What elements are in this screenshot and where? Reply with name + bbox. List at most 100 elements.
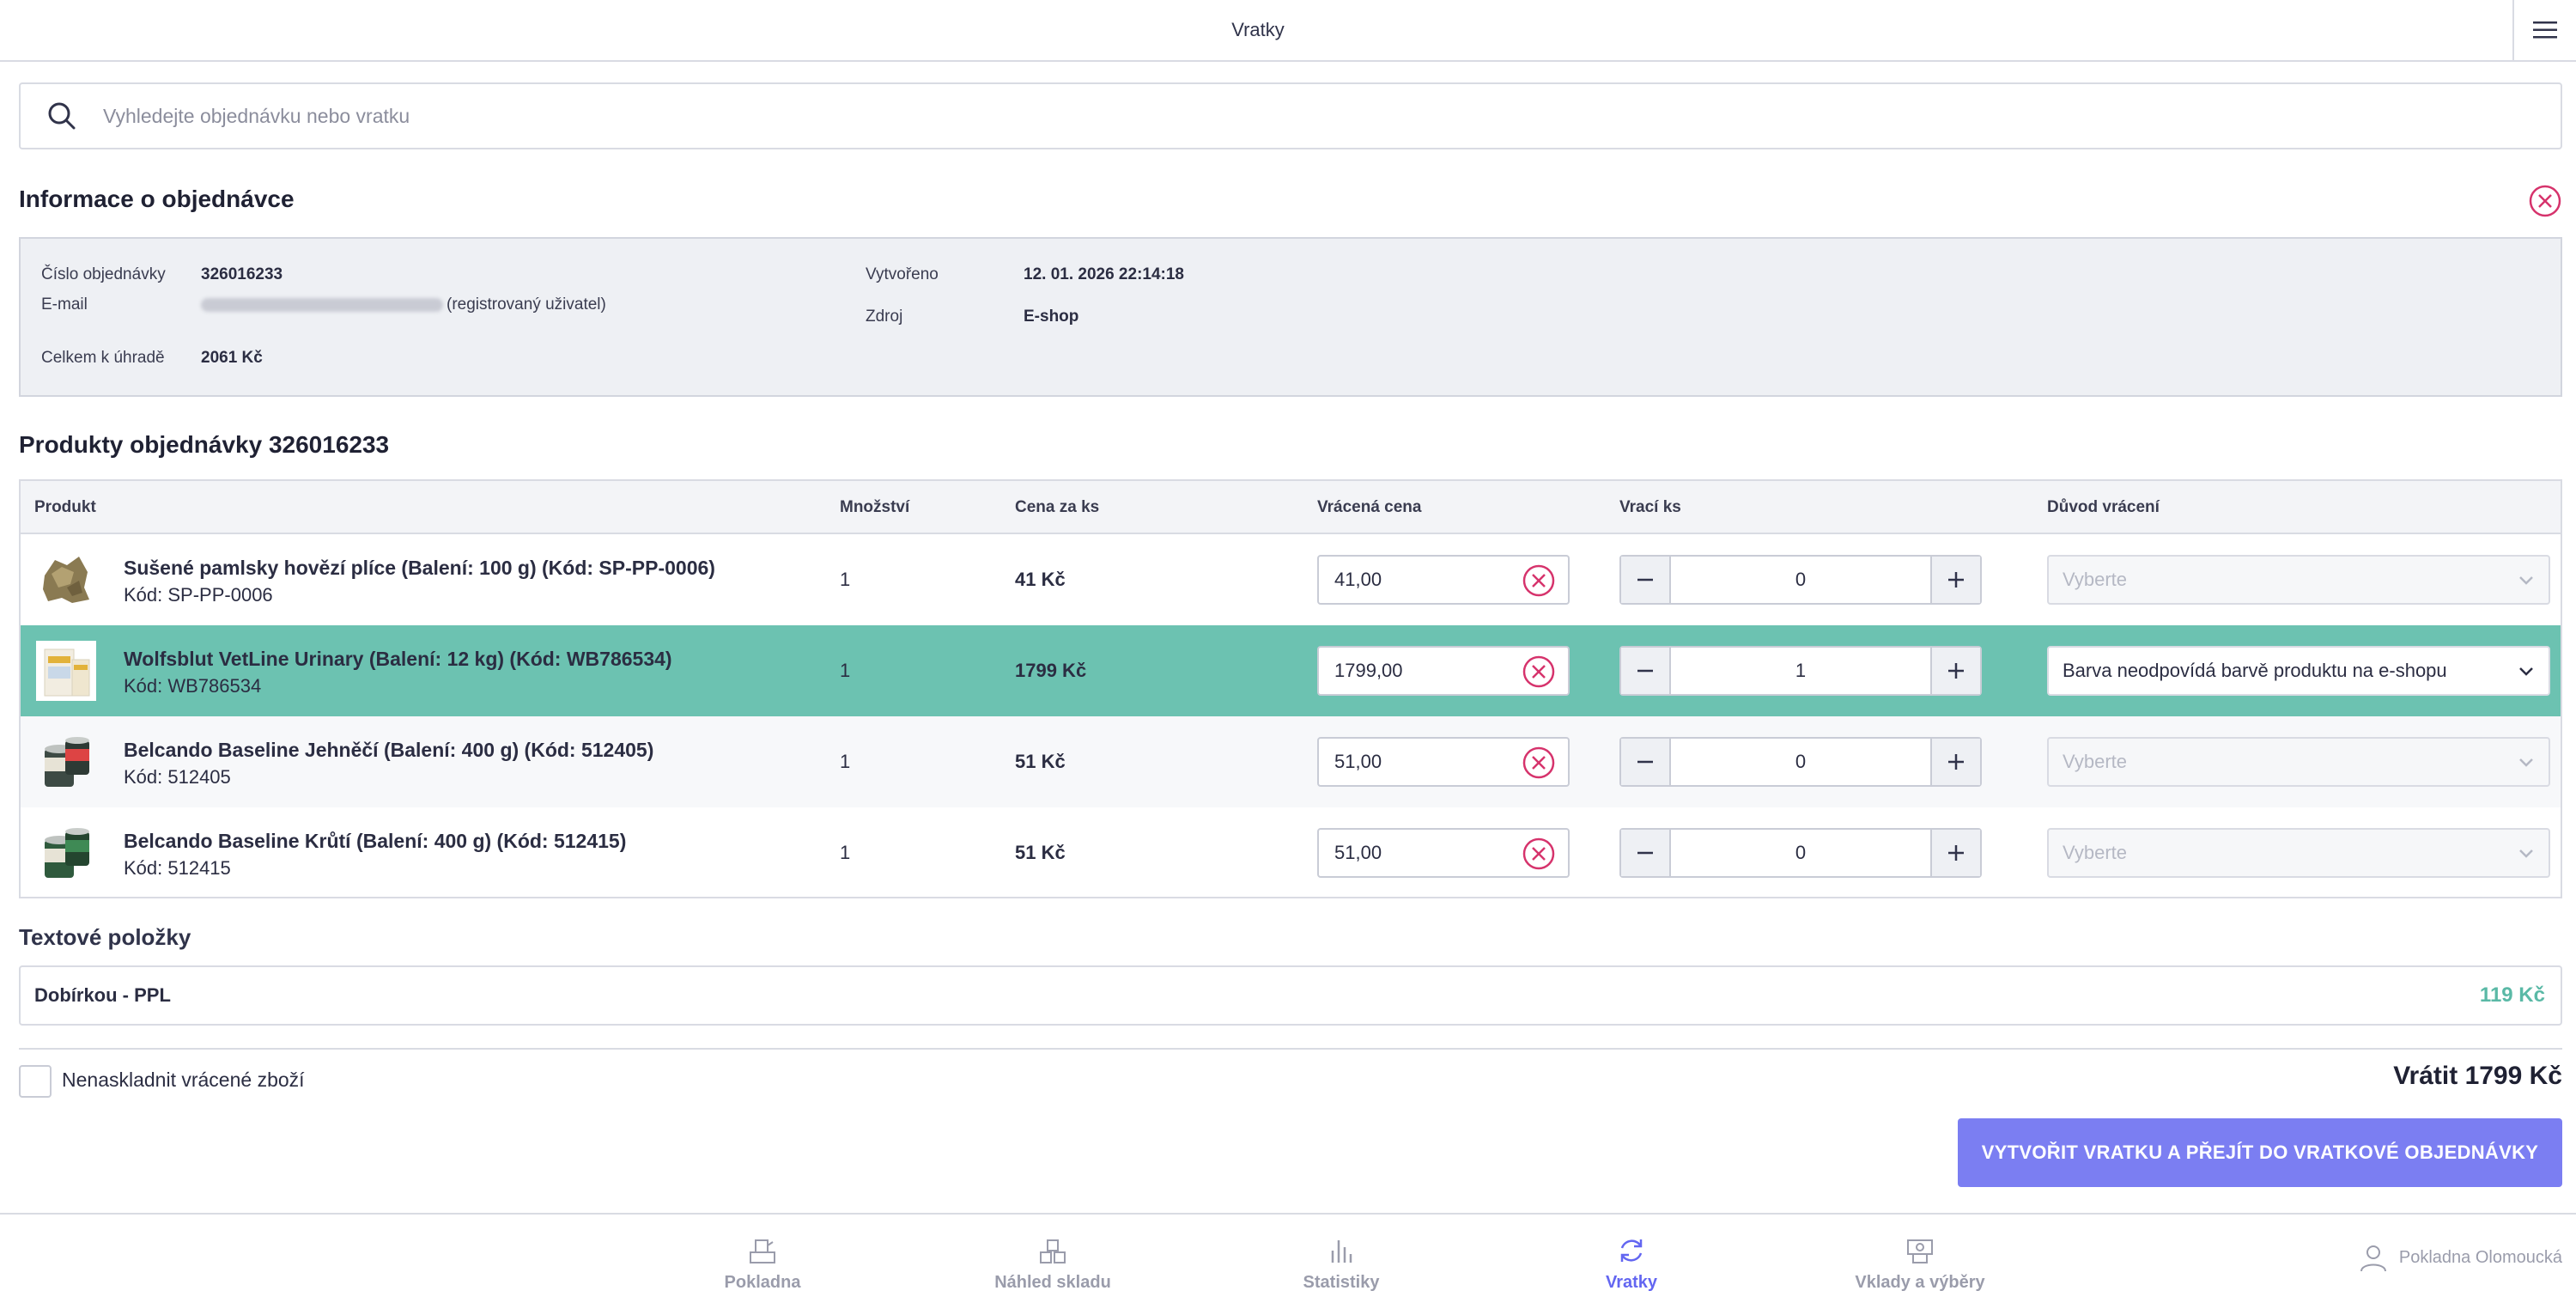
source-value: E-shop: [1024, 307, 1079, 326]
plus-icon: [1948, 663, 1964, 679]
table-header: Produkt Množství Cena za ks Vrácená cena…: [21, 481, 2561, 534]
plus-icon: [1948, 845, 1964, 861]
increment-button[interactable]: [1930, 557, 1980, 603]
reason-value: Vyberte: [2063, 751, 2128, 772]
order-total: 2061 Kč: [201, 349, 263, 367]
reason-select[interactable]: Barva neodpovídá barvě produktu na e-sho…: [2047, 646, 2550, 696]
decrement-button[interactable]: [1621, 830, 1671, 876]
hamburger-icon: [2533, 21, 2557, 39]
menu-button[interactable]: [2512, 0, 2576, 60]
decrement-button[interactable]: [1621, 739, 1671, 785]
bottom-nav: Pokladna Náhled skladu Statistiky Vratky…: [0, 1213, 2576, 1303]
increment-button[interactable]: [1930, 648, 1980, 694]
return-qty-value[interactable]: 0: [1795, 751, 1807, 772]
reason-select[interactable]: Vyberte: [2047, 555, 2550, 605]
product-code: Kód: SP-PP-0006: [124, 584, 273, 606]
close-order-button[interactable]: [2528, 184, 2562, 218]
decrement-button[interactable]: [1621, 557, 1671, 603]
nav-item-pokladna[interactable]: Pokladna: [668, 1233, 857, 1293]
chevron-down-icon: [2519, 667, 2533, 676]
products-table: Produkt Množství Cena za ks Vrácená cena…: [19, 479, 2562, 898]
plus-icon: [1948, 754, 1964, 770]
table-row[interactable]: Belcando Baseline Jehněčí (Balení: 400 g…: [21, 716, 2561, 807]
user-account[interactable]: Pokladna Olomoucká: [2358, 1242, 2562, 1273]
nav-item-vratky[interactable]: Vratky: [1537, 1233, 1726, 1293]
create-return-button[interactable]: VYTVOŘIT VRATKU A PŘEJÍT DO VRATKOVÉ OBJ…: [1958, 1118, 2562, 1187]
stats-icon: [1331, 1240, 1352, 1263]
product-code: Kód: WB786534: [124, 675, 262, 697]
col-unit-price: Cena za ks: [1015, 498, 1100, 516]
product-price: 1799 Kč: [1015, 660, 1087, 681]
product-name: Sušené pamlsky hovězí plíce (Balení: 100…: [124, 557, 715, 579]
nav-label: Statistiky: [1303, 1273, 1380, 1292]
decrement-button[interactable]: [1621, 648, 1671, 694]
nav-label: Náhled skladu: [994, 1273, 1111, 1292]
nav-item-vklady-a-vybery[interactable]: Vklady a výběry: [1826, 1233, 2014, 1293]
top-bar: Vratky: [0, 0, 2576, 62]
nav-label: Vklady a výběry: [1855, 1273, 1985, 1292]
chevron-down-icon: [2519, 849, 2533, 858]
no-restock-checkbox[interactable]: [19, 1065, 52, 1098]
product-quantity: 1: [840, 569, 851, 590]
product-price: 41 Kč: [1015, 569, 1066, 590]
text-item-row: Dobírkou - PPL 119 Kč: [19, 965, 2562, 1026]
return-qty-value[interactable]: 0: [1795, 569, 1807, 590]
clear-icon[interactable]: [1522, 655, 1556, 689]
product-image: [45, 828, 89, 878]
returned-price-field: [1317, 646, 1570, 696]
product-quantity: 1: [840, 660, 851, 681]
product-image: [36, 641, 96, 701]
clear-icon[interactable]: [1522, 563, 1556, 598]
table-row[interactable]: Belcando Baseline Krůtí (Balení: 400 g) …: [21, 807, 2561, 898]
minus-icon: [1637, 851, 1653, 855]
table-row[interactable]: Sušené pamlsky hovězí plíce (Balení: 100…: [21, 534, 2561, 625]
no-restock-label[interactable]: Nenaskladnit vrácené zboží: [62, 1069, 305, 1091]
minus-icon: [1637, 578, 1653, 581]
reason-select[interactable]: Vyberte: [2047, 737, 2550, 787]
nav-label: Vratky: [1605, 1273, 1658, 1292]
nav-item-statistiky[interactable]: Statistiky: [1247, 1233, 1436, 1293]
reason-select[interactable]: Vyberte: [2047, 828, 2550, 878]
product-image: [45, 737, 89, 787]
increment-button[interactable]: [1930, 739, 1980, 785]
table-row-selected[interactable]: Wolfsblut VetLine Urinary (Balení: 12 kg…: [21, 625, 2561, 716]
order-info-box: Číslo objednávky 326016233 E-mail (regis…: [19, 237, 2562, 397]
return-qty-stepper: 0: [1619, 555, 1982, 605]
returned-price-input[interactable]: [1334, 660, 1506, 682]
increment-button[interactable]: [1930, 830, 1980, 876]
col-product: Produkt: [34, 498, 96, 516]
product-name: Belcando Baseline Krůtí (Balení: 400 g) …: [124, 830, 627, 852]
plus-icon: [1948, 572, 1964, 588]
clear-icon[interactable]: [1522, 746, 1556, 780]
return-qty-stepper: 0: [1619, 737, 1982, 787]
product-price: 51 Kč: [1015, 842, 1066, 863]
user-name: Pokladna Olomoucká: [2398, 1247, 2562, 1267]
refund-total: Vrátit 1799 Kč: [2393, 1062, 2562, 1090]
returned-price-input[interactable]: [1334, 751, 1506, 773]
search-input[interactable]: [103, 104, 2336, 128]
reason-value: Vyberte: [2063, 842, 2128, 863]
return-qty-value[interactable]: 1: [1795, 660, 1807, 681]
order-number: 326016233: [201, 265, 283, 283]
clear-icon[interactable]: [1522, 837, 1556, 871]
email-note: (registrovaný uživatel): [447, 295, 606, 314]
returned-price-input[interactable]: [1334, 569, 1506, 591]
return-qty-value[interactable]: 0: [1795, 842, 1807, 863]
minus-icon: [1637, 669, 1653, 673]
register-icon: [750, 1239, 775, 1263]
reason-value: Barva neodpovídá barvě produktu na e-sho…: [2063, 660, 2447, 681]
return-qty-stepper: 1: [1619, 646, 1982, 696]
divider: [19, 1048, 2562, 1050]
order-info-heading: Informace o objednávce: [19, 186, 295, 212]
product-quantity: 1: [840, 751, 851, 772]
search-bar[interactable]: [19, 82, 2562, 149]
text-items-heading: Textové položky: [19, 924, 191, 950]
product-name: Belcando Baseline Jehněčí (Balení: 400 g…: [124, 739, 654, 761]
col-quantity: Množství: [840, 498, 910, 516]
warehouse-icon: [1040, 1239, 1066, 1263]
nav-item-nahled-skladu[interactable]: Náhled skladu: [958, 1233, 1147, 1293]
user-icon: [2360, 1245, 2386, 1272]
returned-price-input[interactable]: [1334, 842, 1506, 864]
search-icon: [45, 99, 79, 133]
nav-label: Pokladna: [724, 1273, 801, 1292]
